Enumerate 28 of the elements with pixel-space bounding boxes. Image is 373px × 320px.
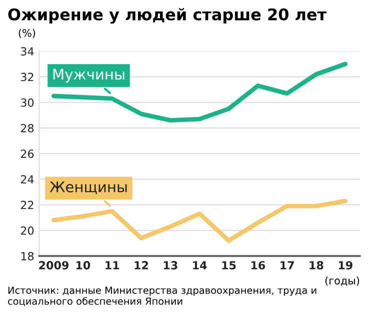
x-tick-label: 2009 xyxy=(39,261,68,270)
chart-title: Ожирение у людей старше 20 лет xyxy=(8,8,326,24)
x-tick-label: 17 xyxy=(280,261,294,270)
x-tick-label: 18 xyxy=(310,261,324,270)
y-tick-label: 18 xyxy=(21,252,34,260)
x-tick-label: 14 xyxy=(193,261,207,270)
x-tick-label: 10 xyxy=(76,261,90,270)
y-tick-label: 32 xyxy=(21,72,34,82)
line-series xyxy=(52,62,348,123)
y-tick-label: 28 xyxy=(20,124,34,132)
y-tick-label: 26 xyxy=(20,150,34,158)
x-tick-label: 12 xyxy=(134,261,148,270)
series-label: Женщины xyxy=(50,182,127,194)
x-tick-label: 15 xyxy=(222,261,236,270)
text: Источник: данные Министерства здравоохранения, труда и социального обеспечения Японии xyxy=(8,286,316,306)
y-tick-label: 20 xyxy=(20,226,34,235)
x-tick-label: 11 xyxy=(106,261,120,270)
x-tick-label: 16 xyxy=(251,261,266,270)
x-axis-title: (годы) xyxy=(325,276,360,286)
x-tick-label: 13 xyxy=(164,261,178,270)
y-tick-label: 24 xyxy=(20,175,34,184)
x-tick-label: 19 xyxy=(338,261,352,270)
y-tick-label: 30 xyxy=(21,98,34,107)
y-tick-label: 22 xyxy=(20,200,34,210)
y-axis-title: (%) xyxy=(18,28,36,38)
y-tick-label: 34 xyxy=(21,47,34,56)
line-series xyxy=(52,198,348,243)
series-label: Мужчины xyxy=(53,68,124,83)
